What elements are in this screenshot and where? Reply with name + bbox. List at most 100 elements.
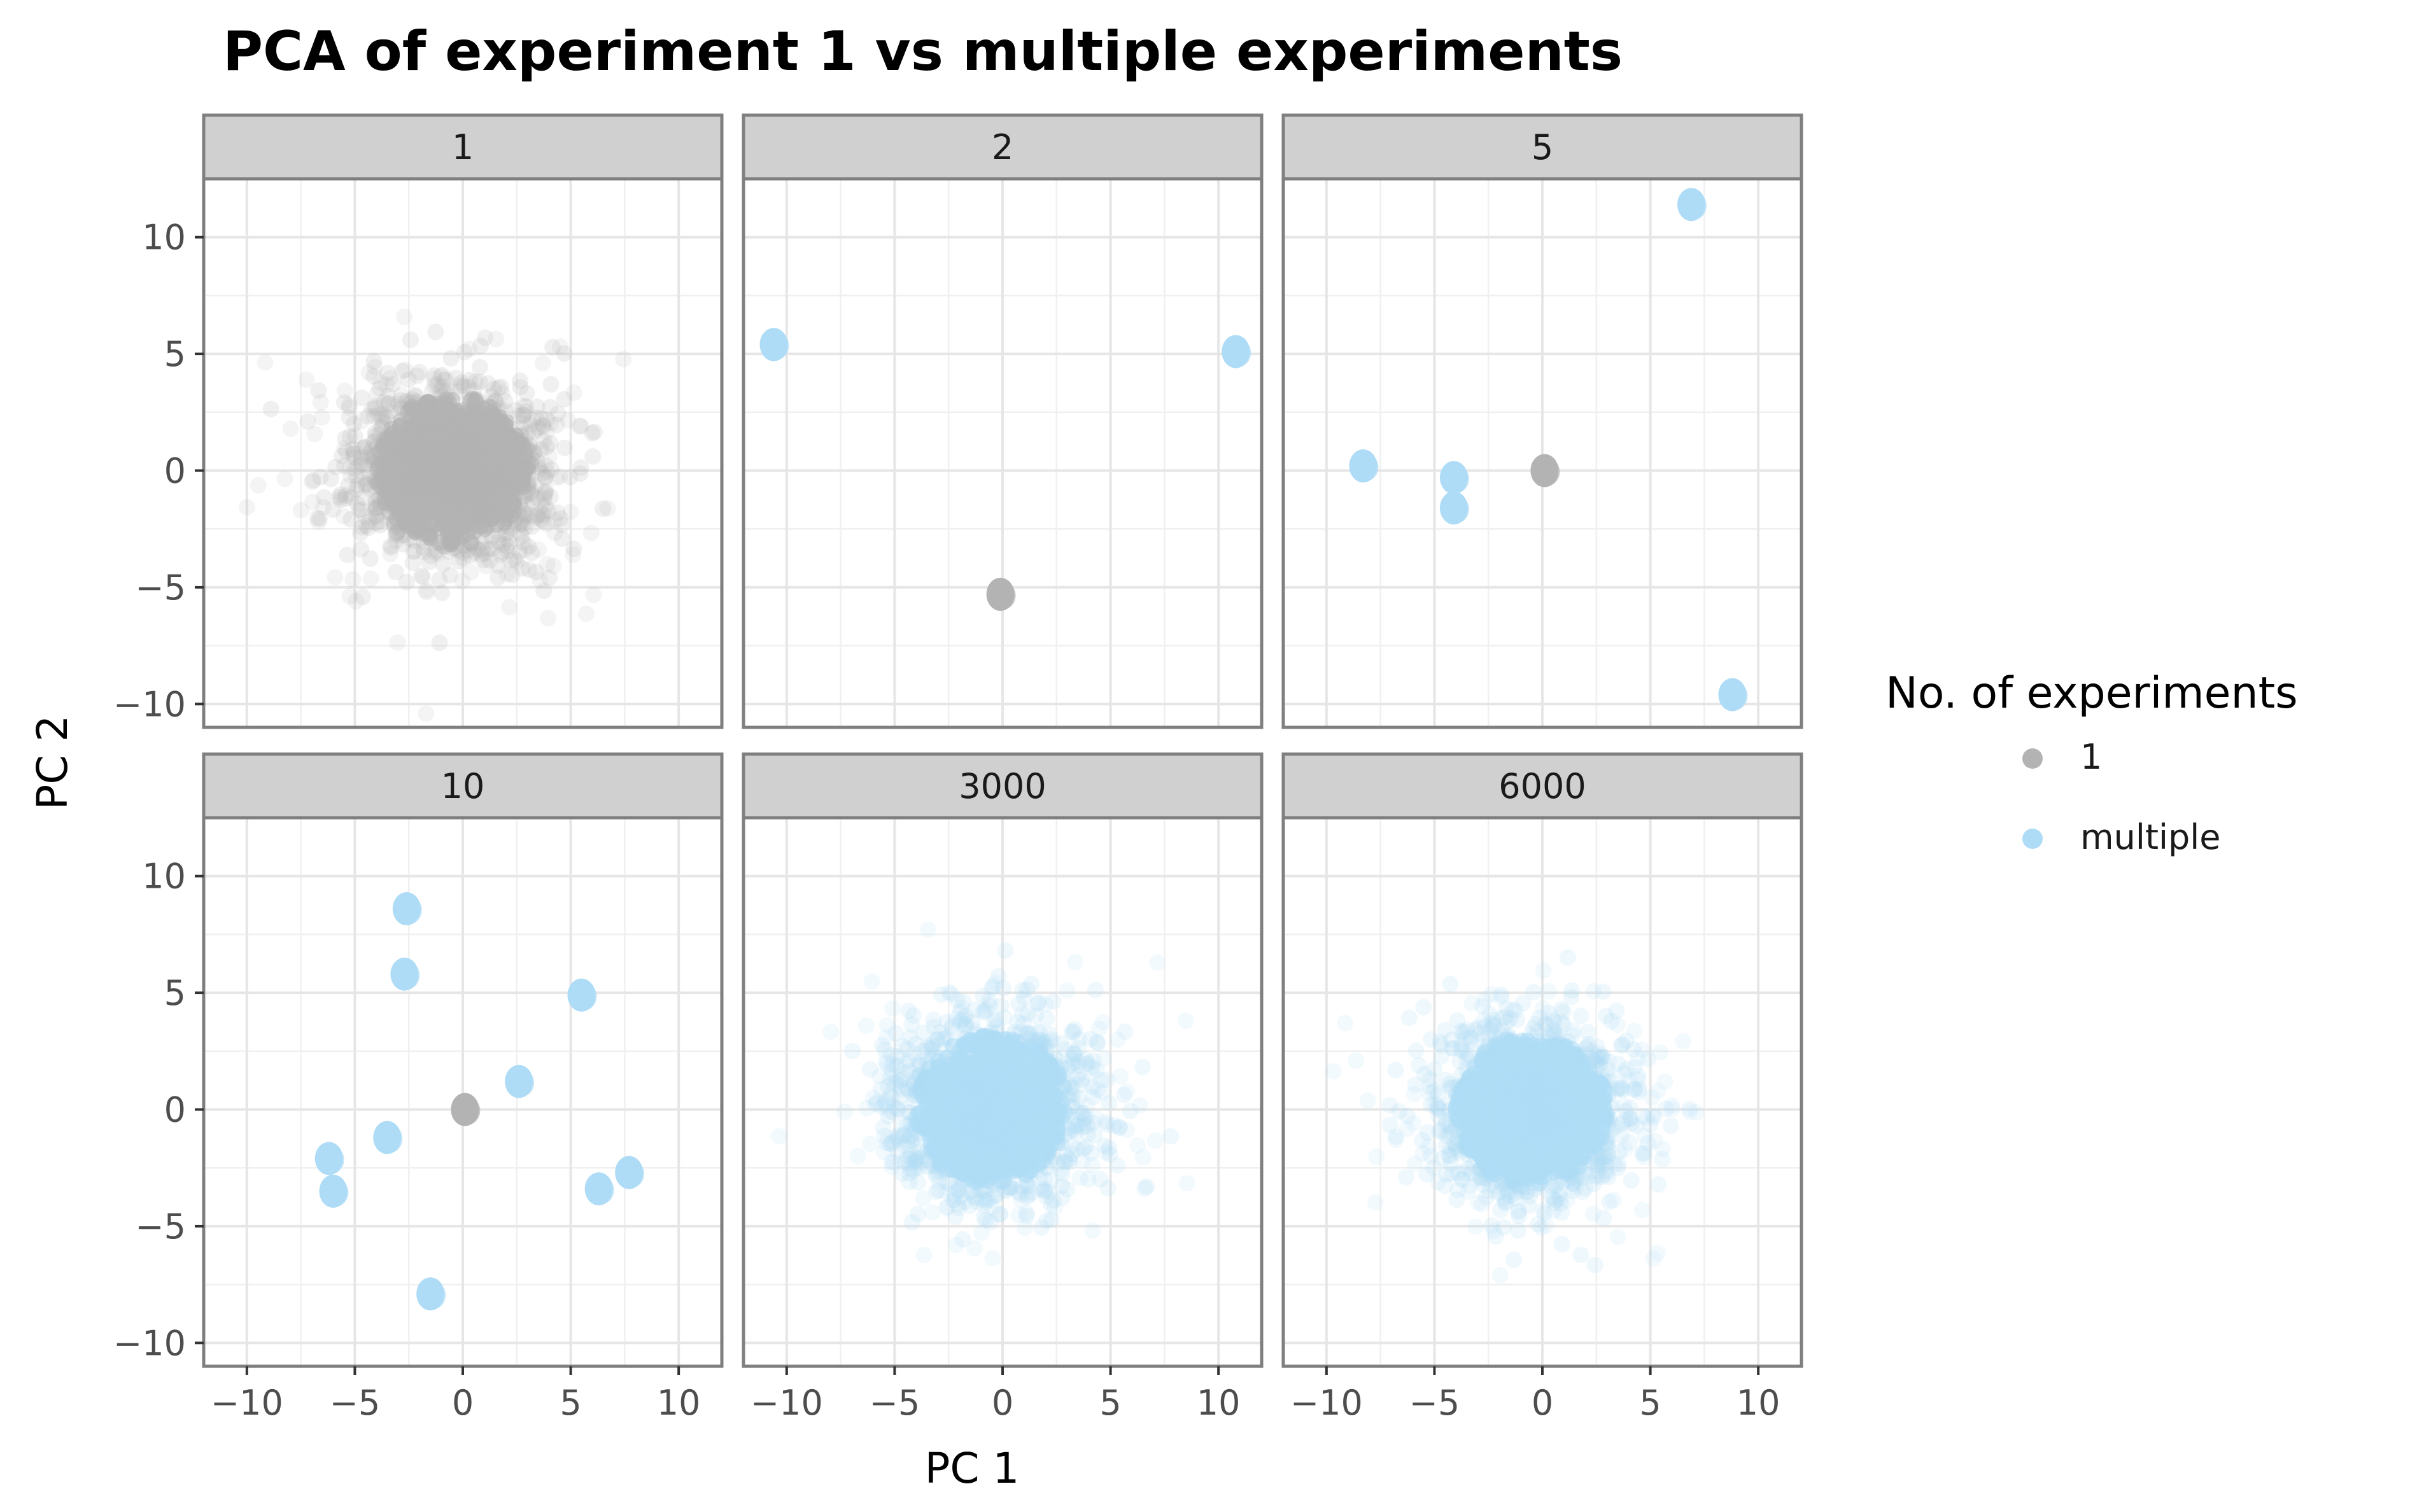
cloud-point: [931, 1172, 948, 1189]
cloud-point: [1066, 1046, 1083, 1063]
cloud-point: [367, 508, 384, 525]
cloud-point: [398, 573, 415, 591]
cloud-point: [325, 501, 342, 518]
cloud-point: [1112, 1067, 1129, 1084]
cloud-point: [341, 460, 358, 477]
cloud-point: [522, 416, 539, 433]
cloud-point: [395, 536, 412, 553]
cloud-point: [1423, 1031, 1440, 1048]
cloud-point: [978, 1192, 996, 1209]
cloud-point: [337, 490, 354, 507]
data-point-mark: [571, 982, 597, 1011]
cloud-point: [900, 1002, 917, 1019]
facet-panel-2: 2: [742, 113, 1264, 729]
cloud-point: [365, 368, 383, 385]
cloud-point: [356, 438, 374, 456]
cloud-point: [490, 534, 507, 551]
cloud-point: [541, 570, 558, 587]
cloud-point: [336, 382, 353, 399]
cloud-point: [498, 524, 515, 541]
cloud-point: [1087, 981, 1104, 998]
cloud-point: [535, 432, 553, 449]
cloud-point: [556, 391, 573, 408]
cloud-point: [335, 508, 352, 525]
cloud-point: [437, 397, 454, 414]
cloud-point: [492, 546, 509, 563]
cloud-point: [342, 489, 360, 506]
cloud-point: [470, 542, 488, 559]
cloud-point: [349, 495, 366, 512]
data-point-mark: [990, 581, 1016, 610]
data-point-mark: [509, 1068, 535, 1097]
cloud-point: [365, 353, 383, 370]
cloud-point: [535, 418, 552, 435]
facet-panel-6000: 6000−10 −5 0 5 10: [1281, 752, 1803, 1423]
cloud-point: [352, 524, 369, 542]
cloud-point: [518, 385, 535, 402]
cloud-point: [477, 557, 495, 575]
cloud-point: [468, 395, 485, 412]
cloud-point: [536, 489, 553, 507]
cloud-point: [483, 531, 500, 549]
cloud-point: [332, 491, 349, 508]
cloud-point: [503, 486, 520, 503]
cloud-point: [447, 370, 465, 387]
cloud-point: [877, 1096, 894, 1114]
data-point-mark: [420, 1281, 446, 1310]
cloud-point: [353, 501, 370, 519]
cloud-point: [299, 413, 316, 430]
cloud-point: [479, 431, 496, 448]
y-tick-label: −10: [113, 684, 186, 724]
cloud-point: [514, 415, 532, 432]
y-tick-label: −10: [113, 1323, 186, 1363]
cloud-point: [421, 553, 438, 570]
cloud-point: [1118, 1122, 1136, 1139]
cloud-point: [455, 377, 472, 395]
cloud-point: [535, 582, 553, 599]
cloud-point: [1118, 1083, 1136, 1100]
cloud-point: [548, 416, 565, 433]
cloud-point: [518, 398, 535, 415]
cloud-point: [997, 942, 1014, 959]
cloud-point: [539, 610, 556, 627]
facet-strip-label: 5: [1532, 127, 1553, 167]
cloud-point: [337, 443, 355, 460]
cloud-point: [948, 1236, 965, 1254]
cloud-point: [1022, 1116, 1039, 1133]
cloud-point: [884, 1000, 901, 1017]
cloud-point: [1059, 982, 1076, 999]
cloud-point: [950, 1182, 968, 1199]
cloud-point: [339, 547, 356, 564]
cloud-point: [355, 440, 372, 457]
cloud-point: [572, 418, 589, 435]
cloud-point: [357, 477, 374, 494]
cloud-point: [922, 1134, 940, 1151]
data-point-mark: [323, 1178, 349, 1207]
cloud-point: [530, 419, 547, 437]
cloud-point: [462, 547, 479, 564]
cloud-point: [360, 364, 377, 381]
cloud-point: [515, 407, 532, 424]
cloud-point: [983, 980, 1001, 997]
cloud-point: [479, 375, 497, 392]
x-tick-label: −5: [870, 1383, 920, 1423]
cloud-point: [490, 379, 507, 396]
cloud-point: [915, 1247, 933, 1264]
cloud-point: [501, 599, 518, 616]
cloud-point: [390, 395, 407, 412]
y-tick-label: −5: [135, 1207, 186, 1247]
cloud-point: [433, 584, 451, 601]
cloud-point: [1097, 1144, 1115, 1161]
data-point-mark: [763, 332, 789, 360]
cloud-point: [312, 394, 329, 411]
cloud-point: [494, 505, 511, 522]
cloud-point: [1043, 1172, 1061, 1189]
cloud-point: [353, 389, 370, 406]
cloud-point: [327, 569, 344, 586]
cloud-point: [534, 465, 551, 482]
cloud-point: [542, 414, 560, 431]
cloud-point: [537, 498, 554, 515]
cloud-point: [537, 469, 554, 486]
